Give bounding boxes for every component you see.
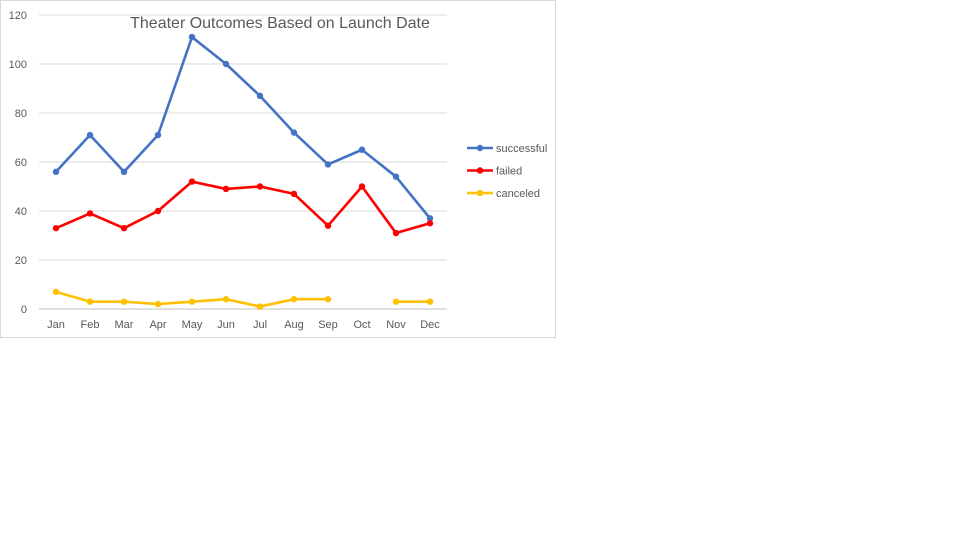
series-canceled bbox=[52, 288, 434, 310]
data-point bbox=[290, 296, 298, 303]
data-point bbox=[256, 92, 264, 100]
data-point bbox=[86, 298, 94, 305]
data-point bbox=[120, 298, 128, 305]
data-point bbox=[358, 183, 366, 190]
y-tick-label: 40 bbox=[15, 206, 27, 218]
x-tick-label: Jul bbox=[253, 319, 267, 331]
legend-label: canceled bbox=[496, 188, 540, 200]
data-point bbox=[392, 173, 400, 180]
data-point bbox=[188, 33, 196, 41]
x-axis: Jan Feb Mar Apr May Jun Jul Aug Sep Oct Nov Dec bbox=[47, 319, 440, 331]
legend-marker bbox=[476, 144, 484, 152]
data-point bbox=[256, 183, 264, 190]
x-tick-label: Feb bbox=[81, 319, 100, 331]
data-point bbox=[154, 207, 162, 215]
legend-item-canceled: canceled bbox=[467, 188, 540, 200]
legend-item-successful: successful bbox=[467, 143, 547, 155]
data-point bbox=[290, 129, 298, 136]
x-tick-label: Jan bbox=[47, 319, 65, 331]
y-tick-label: 0 bbox=[21, 304, 27, 316]
x-tick-label: Nov bbox=[386, 319, 406, 331]
data-point bbox=[290, 190, 298, 198]
data-point bbox=[52, 288, 60, 296]
data-point bbox=[256, 303, 264, 310]
y-tick-label: 100 bbox=[9, 59, 27, 71]
data-point bbox=[392, 298, 400, 305]
legend-item-failed: failed bbox=[467, 166, 522, 178]
x-tick-label: Dec bbox=[420, 319, 440, 331]
x-tick-label: Aug bbox=[284, 319, 304, 331]
legend-label: successful bbox=[496, 143, 547, 155]
x-tick-label: Sep bbox=[318, 319, 338, 331]
data-point bbox=[86, 131, 94, 139]
data-point bbox=[426, 298, 434, 305]
legend-marker bbox=[476, 167, 484, 174]
plot-area bbox=[52, 33, 434, 310]
chart-area: 0 20 40 60 80 100 120 Jan Feb Mar Apr May Jun Jul Aug… bbox=[0, 0, 556, 338]
x-tick-label: Mar bbox=[115, 319, 134, 331]
data-point bbox=[392, 229, 400, 237]
y-tick-label: 20 bbox=[15, 255, 27, 267]
x-tick-label: Jun bbox=[217, 319, 235, 331]
data-point bbox=[120, 224, 128, 232]
legend: successful failed canceled bbox=[467, 143, 547, 200]
data-point bbox=[154, 131, 162, 139]
series-line bbox=[54, 290, 432, 308]
data-point bbox=[188, 298, 196, 305]
y-tick-label: 80 bbox=[15, 108, 27, 120]
gridlines bbox=[39, 14, 447, 310]
series-line bbox=[54, 180, 432, 235]
data-point bbox=[222, 185, 230, 193]
data-point bbox=[222, 60, 230, 68]
data-point bbox=[426, 220, 434, 227]
y-tick-label: 120 bbox=[9, 10, 27, 22]
series-line bbox=[54, 35, 432, 220]
data-point bbox=[222, 296, 230, 303]
data-point bbox=[324, 161, 332, 168]
data-point bbox=[120, 168, 128, 175]
y-axis: 0 20 40 60 80 100 120 bbox=[9, 10, 27, 316]
line-chart: 0 20 40 60 80 100 120 Jan Feb Mar Apr May Jun Jul Aug… bbox=[9, 10, 548, 331]
legend-label: failed bbox=[496, 166, 522, 178]
data-point bbox=[426, 215, 434, 222]
data-point bbox=[154, 300, 162, 308]
data-point bbox=[52, 224, 60, 232]
y-tick-label: 60 bbox=[15, 157, 27, 169]
series-successful bbox=[52, 33, 434, 222]
series-failed bbox=[52, 178, 434, 237]
x-tick-label: Apr bbox=[149, 319, 166, 331]
data-point bbox=[188, 178, 196, 185]
data-point bbox=[358, 146, 366, 153]
legend-marker bbox=[476, 189, 484, 197]
data-point bbox=[324, 296, 332, 303]
x-tick-label: May bbox=[182, 319, 203, 331]
data-point bbox=[52, 168, 60, 175]
data-point bbox=[324, 222, 332, 229]
data-point bbox=[86, 210, 94, 217]
chart-title: Theater Outcomes Based on Launch Date bbox=[130, 15, 430, 32]
x-tick-label: Oct bbox=[353, 319, 370, 331]
